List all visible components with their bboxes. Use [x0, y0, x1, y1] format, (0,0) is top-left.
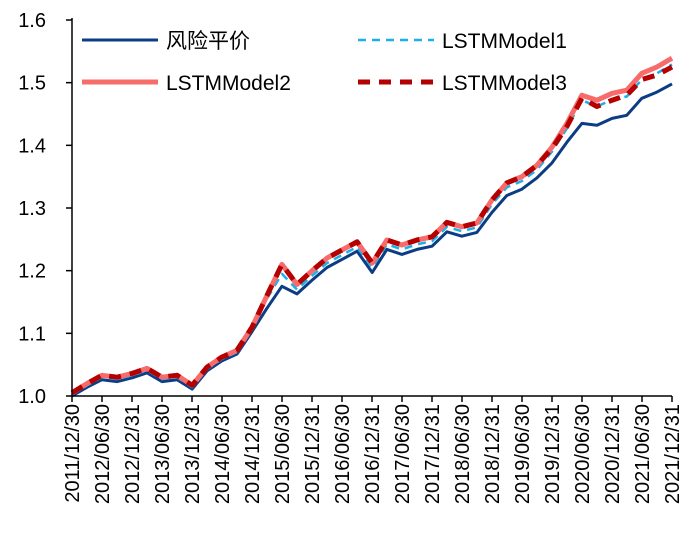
x-tick-label: 2020/12/31: [602, 404, 624, 504]
x-tick-label: 2017/12/31: [422, 404, 444, 504]
axes: 1.0 1.1 1.2 1.3 1.4 1.5 1.6 2011/12/30 2012/06/3…: [18, 10, 684, 504]
x-tick-label: 2018/12/31: [482, 404, 504, 504]
x-tick-label: 2017/06/30: [392, 404, 414, 504]
x-tick-label: 2021/12/31: [662, 404, 684, 504]
x-tick-label: 2021/06/30: [632, 404, 654, 504]
x-tick-label: 2014/12/31: [242, 404, 264, 504]
y-tick-label: 1.0: [18, 386, 46, 408]
y-tick-label: 1.2: [18, 261, 46, 283]
x-tick-label: 2013/12/31: [182, 404, 204, 504]
series-line-1: [71, 82, 673, 398]
x-tick-label: 2015/12/31: [302, 404, 324, 504]
legend-label: 风险平价: [166, 30, 250, 53]
x-tick-label: 2011/12/30: [62, 404, 84, 503]
x-tick-label: 2015/06/30: [272, 404, 294, 504]
x-tick-label: 2018/06/30: [452, 404, 474, 504]
y-tick-label: 1.1: [18, 323, 46, 345]
x-tick-label: 2019/12/31: [542, 404, 564, 504]
x-tick-label: 2014/06/30: [212, 404, 234, 504]
legend-label: LSTMModel1: [442, 30, 567, 53]
series-lines: [70, 56, 674, 398]
x-tick-label: 2012/06/30: [92, 404, 114, 504]
x-tick-label: 2016/06/30: [332, 404, 354, 504]
y-tick-label: 1.4: [18, 135, 46, 157]
legend: 风险平价 LSTMModel1 LSTMModel2 LSTMModel3: [82, 30, 567, 95]
series-line-4: [70, 64, 674, 396]
y-tick-label: 1.3: [18, 198, 46, 220]
x-tick-label: 2016/12/31: [362, 404, 384, 504]
x-tick-label: 2020/06/30: [572, 404, 594, 504]
series-line-3: [70, 56, 674, 396]
legend-label: LSTMModel2: [166, 72, 291, 95]
x-tick-label: 2019/06/30: [512, 404, 534, 504]
x-tick-label: 2012/12/31: [122, 404, 144, 504]
y-tick-label: 1.5: [18, 73, 46, 95]
y-tick-label: 1.6: [18, 10, 46, 32]
x-tick-label: 2013/06/30: [152, 404, 174, 504]
series-line-2: [71, 63, 673, 396]
legend-label: LSTMModel3: [442, 72, 567, 95]
